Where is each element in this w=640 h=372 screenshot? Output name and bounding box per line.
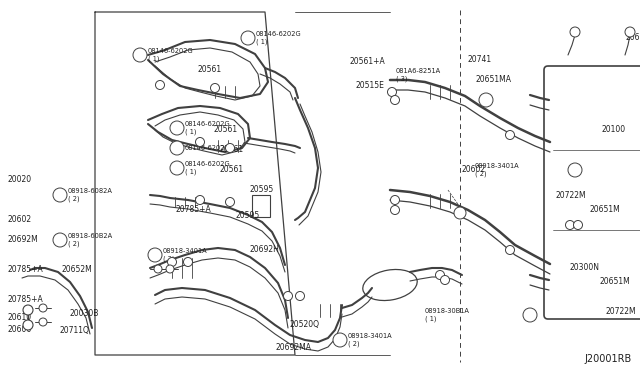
Circle shape (133, 48, 147, 62)
Text: 20785+A: 20785+A (8, 266, 44, 275)
Text: N: N (572, 167, 578, 173)
Circle shape (296, 292, 305, 301)
Circle shape (166, 265, 174, 273)
Text: B: B (483, 97, 489, 103)
Circle shape (156, 80, 164, 90)
Text: 20561: 20561 (198, 65, 222, 74)
Text: 08146-6202G
( 1): 08146-6202G ( 1) (148, 48, 194, 62)
Text: B: B (245, 35, 251, 41)
Circle shape (195, 138, 205, 147)
Circle shape (154, 265, 162, 273)
Text: 08918-6082A
( 2): 08918-6082A ( 2) (68, 188, 113, 202)
Circle shape (435, 270, 445, 279)
Circle shape (333, 333, 347, 347)
Text: 20561: 20561 (220, 166, 244, 174)
Circle shape (241, 31, 255, 45)
Circle shape (23, 320, 33, 330)
Text: 20692H: 20692H (250, 246, 280, 254)
Circle shape (170, 161, 184, 175)
Text: 08146-6202G
( 1): 08146-6202G ( 1) (185, 161, 230, 175)
Circle shape (39, 304, 47, 312)
Bar (252, 195, 270, 217)
Text: 08146-6202G: 08146-6202G (185, 145, 230, 151)
Circle shape (440, 276, 449, 285)
Circle shape (170, 121, 184, 135)
Circle shape (184, 257, 193, 266)
Circle shape (387, 87, 397, 96)
Text: 20711Q: 20711Q (60, 326, 90, 334)
Text: 20692MA: 20692MA (276, 343, 312, 352)
Circle shape (568, 163, 582, 177)
Text: 20515E: 20515E (355, 80, 384, 90)
Text: B: B (137, 52, 143, 58)
Text: 08146-6202G
( 1): 08146-6202G ( 1) (185, 121, 230, 135)
Text: B: B (174, 125, 180, 131)
Text: 08918-3401A
( 2): 08918-3401A ( 2) (475, 163, 520, 177)
Text: 20651MA: 20651MA (475, 76, 511, 84)
Circle shape (23, 305, 33, 315)
Text: 20595: 20595 (235, 211, 259, 219)
Text: 08918-3401A
( 2): 08918-3401A ( 2) (163, 248, 207, 262)
Text: 20030B: 20030B (70, 310, 99, 318)
Text: 20722M: 20722M (555, 190, 586, 199)
Text: 20785+A: 20785+A (8, 295, 44, 305)
Text: 20561: 20561 (220, 145, 244, 154)
Circle shape (225, 144, 234, 153)
Circle shape (573, 221, 582, 230)
Text: 20692M: 20692M (8, 235, 39, 244)
Circle shape (53, 233, 67, 247)
Text: 08918-30B1A
( 1): 08918-30B1A ( 1) (425, 308, 470, 322)
Text: N: N (337, 337, 343, 343)
Circle shape (168, 257, 177, 266)
Circle shape (454, 207, 466, 219)
Circle shape (390, 96, 399, 105)
Circle shape (284, 292, 292, 301)
Circle shape (390, 196, 399, 205)
Text: 20651M: 20651M (600, 278, 631, 286)
Text: 20722M: 20722M (605, 308, 636, 317)
Text: 20651MA: 20651MA (625, 33, 640, 42)
Circle shape (506, 246, 515, 254)
Text: N: N (57, 192, 63, 198)
Text: J20001RB: J20001RB (585, 354, 632, 364)
Circle shape (195, 196, 205, 205)
Circle shape (566, 221, 575, 230)
Text: N: N (57, 237, 63, 243)
Circle shape (170, 141, 184, 155)
Text: 20020: 20020 (8, 176, 32, 185)
Circle shape (625, 27, 635, 37)
Circle shape (523, 308, 537, 322)
Text: 20561+A: 20561+A (350, 58, 386, 67)
Text: 20652M: 20652M (62, 266, 93, 275)
Circle shape (53, 188, 67, 202)
Text: 20602: 20602 (8, 215, 32, 224)
Circle shape (148, 248, 162, 262)
Text: 20595: 20595 (250, 186, 275, 195)
Text: N: N (152, 252, 158, 258)
Text: 20741: 20741 (468, 55, 492, 64)
Circle shape (39, 318, 47, 326)
Text: B: B (174, 165, 180, 171)
Text: 08918-60B2A
( 2): 08918-60B2A ( 2) (68, 233, 113, 247)
Text: 20602: 20602 (462, 166, 486, 174)
Text: 20100: 20100 (602, 125, 626, 135)
Circle shape (506, 131, 515, 140)
Text: 20651M: 20651M (590, 205, 621, 215)
Text: 08918-3401A
( 2): 08918-3401A ( 2) (348, 333, 392, 347)
Text: N: N (527, 312, 533, 318)
Circle shape (211, 83, 220, 93)
Circle shape (390, 205, 399, 215)
Text: 20785+A: 20785+A (176, 205, 212, 215)
Text: 08146-6202G
( 1): 08146-6202G ( 1) (256, 31, 301, 45)
Text: 20520Q: 20520Q (290, 321, 320, 330)
Text: 20300N: 20300N (570, 263, 600, 273)
Circle shape (570, 27, 580, 37)
Circle shape (225, 198, 234, 206)
Text: 20606: 20606 (8, 326, 32, 334)
Text: 20561: 20561 (213, 125, 237, 135)
Text: 20610: 20610 (8, 314, 32, 323)
Text: B: B (174, 145, 180, 151)
Text: 081A6-8251A
( 3): 081A6-8251A ( 3) (396, 68, 441, 82)
Circle shape (479, 93, 493, 107)
